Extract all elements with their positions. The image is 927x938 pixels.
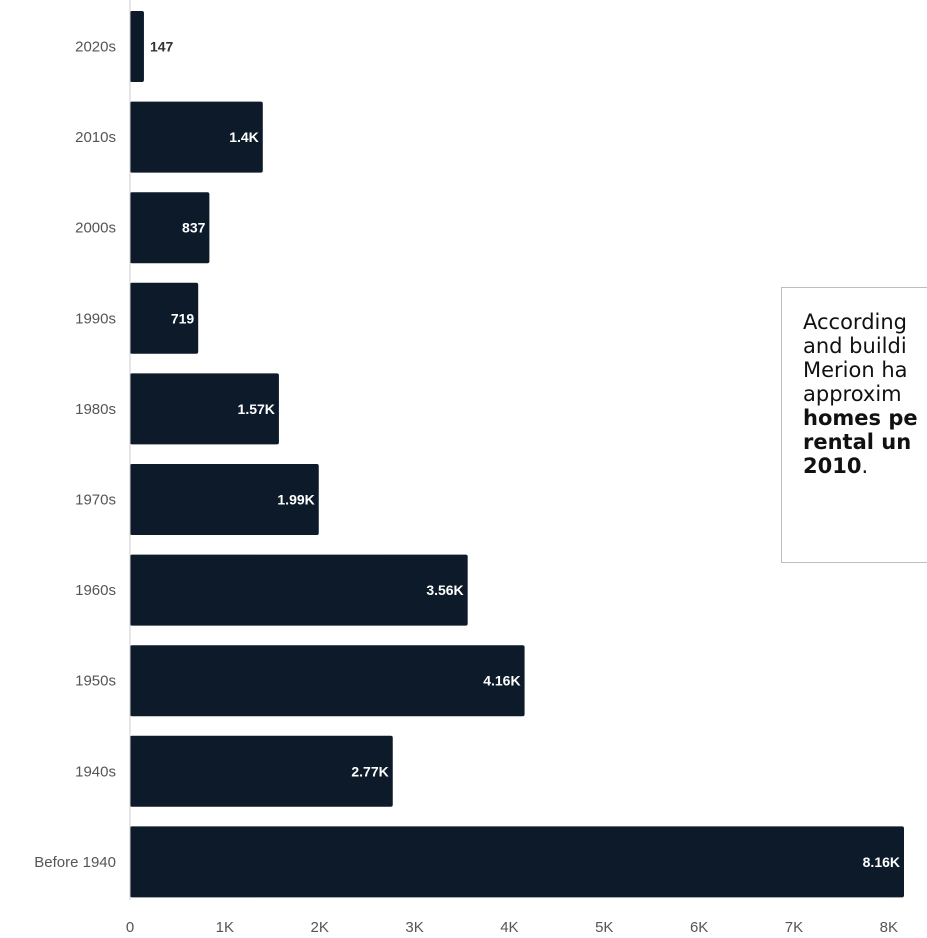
bar-1980s — [130, 373, 279, 445]
value-label: 1.99K — [277, 492, 314, 508]
annotation-line: Merion ha — [803, 358, 927, 382]
bar-1990s — [130, 282, 199, 354]
value-label: 8.16K — [863, 854, 900, 870]
value-label: 147 — [150, 39, 174, 55]
bar-1970s — [130, 464, 319, 535]
category-label: 1960s — [75, 582, 116, 599]
category-label: 1980s — [75, 401, 116, 418]
value-label: 1.4K — [229, 129, 259, 145]
x-tick-label: 2K — [311, 919, 329, 936]
bar-2010s — [130, 101, 263, 173]
value-label: 1.57K — [238, 401, 275, 417]
bars-group: 2020s 147 2010s 1.4K 2000s 837 1990s 719 1980s 1.… — [34, 11, 904, 898]
x-tick-label: 5K — [595, 919, 613, 936]
annotation-line: rental un — [803, 430, 927, 454]
annotation-text: Merion ha — [803, 358, 908, 382]
x-tick-label: 8K — [880, 919, 898, 936]
value-label: 3.56K — [426, 582, 463, 598]
category-label: 1940s — [75, 763, 116, 780]
category-label: 2010s — [75, 129, 116, 146]
category-label: 1990s — [75, 310, 116, 327]
category-label: 1970s — [75, 492, 116, 509]
x-tick-label: 1K — [216, 919, 234, 936]
x-tick-label: 7K — [785, 919, 803, 936]
annotation-line: According — [803, 310, 927, 334]
bar-2000s — [130, 192, 210, 264]
annotation-bold-text: rental un — [803, 430, 912, 454]
annotation-text: and buildi — [803, 334, 907, 358]
x-tick-label: 0 — [126, 919, 134, 936]
annotation-line: and buildi — [803, 334, 927, 358]
value-label: 837 — [182, 220, 206, 236]
bar-2020s — [130, 11, 144, 82]
annotation-text: . — [861, 454, 869, 478]
x-tick-label: 6K — [690, 919, 708, 936]
value-label: 4.16K — [483, 673, 520, 689]
annotation-box: According and buildi Merion ha approxim home… — [781, 287, 927, 563]
category-label: Before 1940 — [34, 854, 116, 871]
annotation-line: approxim — [803, 382, 927, 406]
annotation-text: approxim — [803, 382, 902, 406]
bar-1950s — [130, 645, 525, 717]
annotation-line: 2010. — [803, 454, 927, 478]
x-axis-ticks: 0 1K 2K 3K 4K 5K 6K 7K 8K — [126, 919, 898, 936]
value-label: 719 — [171, 310, 195, 326]
annotation-text: According — [803, 310, 908, 334]
bar-1960s — [130, 554, 468, 626]
category-label: 2000s — [75, 220, 116, 237]
category-label: 2020s — [75, 39, 116, 56]
annotation-line: homes pe — [803, 406, 927, 430]
category-label: 1950s — [75, 673, 116, 690]
annotation-bold-text: 2010 — [803, 454, 862, 478]
value-label: 2.77K — [351, 763, 388, 779]
annotation-bold-text: homes pe — [803, 406, 918, 430]
x-tick-label: 4K — [500, 919, 518, 936]
x-tick-label: 3K — [405, 919, 423, 936]
bar-before-1940 — [130, 826, 904, 898]
bar-1940s — [130, 735, 393, 807]
